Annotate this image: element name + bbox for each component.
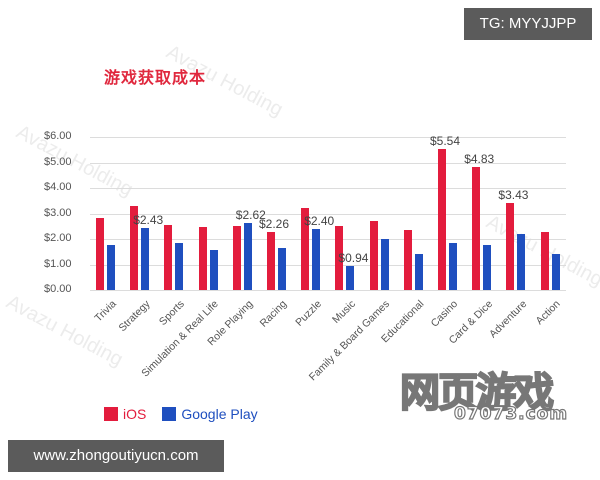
data-label: $2.43 <box>133 213 164 228</box>
y-tick-label: $2.00 <box>44 232 72 244</box>
bar-google-play <box>483 245 492 290</box>
bar-google-play <box>243 223 252 290</box>
bar-ios <box>301 207 310 290</box>
bar-google-play <box>141 228 150 290</box>
bar-google-play <box>449 243 457 290</box>
y-tick-label: $5.00 <box>44 155 72 168</box>
gridline <box>90 162 566 164</box>
bar-ios <box>438 148 446 290</box>
data-label: $2.40 <box>304 213 335 228</box>
y-tick-label: $6.00 <box>44 130 72 142</box>
bar-ios <box>540 232 549 290</box>
bar-ios <box>472 166 481 290</box>
y-tick-label: $0.00 <box>44 283 72 295</box>
bar-ios <box>403 230 412 290</box>
x-tick-label: Casino <box>428 298 461 330</box>
url-badge: www.zhongoutiyucn.com <box>8 440 224 472</box>
x-tick-label: Sports <box>156 298 187 328</box>
legend-swatch-google-play <box>162 407 177 421</box>
legend-item-google-play: Google Play <box>162 406 258 422</box>
gridline <box>90 137 566 138</box>
data-label: $3.43 <box>498 187 529 202</box>
telegram-badge: TG: MYYJJPP <box>464 8 592 40</box>
bar-google-play <box>551 254 560 290</box>
legend-swatch-ios <box>104 407 118 421</box>
bar-google-play <box>414 254 423 290</box>
bar-ios <box>369 221 378 290</box>
bar-google-play <box>209 249 218 290</box>
y-tick-label: $1.00 <box>44 257 72 270</box>
bar-ios <box>506 202 515 290</box>
x-tick-label: Racing <box>257 298 290 330</box>
gridline <box>90 264 566 266</box>
legend-item-ios: iOS <box>104 406 146 422</box>
bar-google-play <box>278 247 286 290</box>
bar-google-play <box>107 245 115 290</box>
chart-title: 游戏获取成本 <box>104 68 207 87</box>
logo-main-text: 网页游戏 <box>399 369 555 417</box>
bar-ios <box>232 225 241 290</box>
bar-ios <box>267 232 275 290</box>
gridline <box>90 290 566 291</box>
data-label: $0.94 <box>338 251 369 266</box>
bar-ios <box>130 206 139 290</box>
gridline <box>90 213 566 215</box>
x-tick-label: Music <box>330 298 358 326</box>
bar-ios <box>335 226 344 290</box>
chart-legend: iOS Google Play <box>104 406 274 422</box>
legend-label-ios: iOS <box>123 406 147 422</box>
bar-ios <box>164 224 173 290</box>
site-logo-watermark: 网页游戏 07073.com <box>399 360 586 425</box>
data-label: $2.26 <box>259 217 290 232</box>
x-tick-label: Strategy <box>116 298 153 335</box>
legend-label-google-play: Google Play <box>181 406 258 422</box>
gridline <box>90 188 566 189</box>
logo-sub-text: 07073.com <box>453 403 569 424</box>
x-tick-label: Action <box>533 298 564 328</box>
bar-ios <box>96 218 104 290</box>
data-label: $2.62 <box>235 208 266 223</box>
y-tick-label: $3.00 <box>44 206 72 219</box>
bar-google-play <box>312 228 321 290</box>
bar-google-play <box>517 233 526 290</box>
x-tick-label: Trivia <box>92 298 119 325</box>
x-tick-label: Puzzle <box>292 298 324 329</box>
y-tick-label: $4.00 <box>44 181 72 193</box>
gridline <box>90 239 566 240</box>
data-label: $5.54 <box>430 133 461 148</box>
bar-ios <box>198 227 207 290</box>
data-label: $4.83 <box>464 151 495 166</box>
bar-google-play <box>175 243 184 290</box>
bar-google-play <box>346 266 355 290</box>
bar-google-play <box>380 239 389 290</box>
